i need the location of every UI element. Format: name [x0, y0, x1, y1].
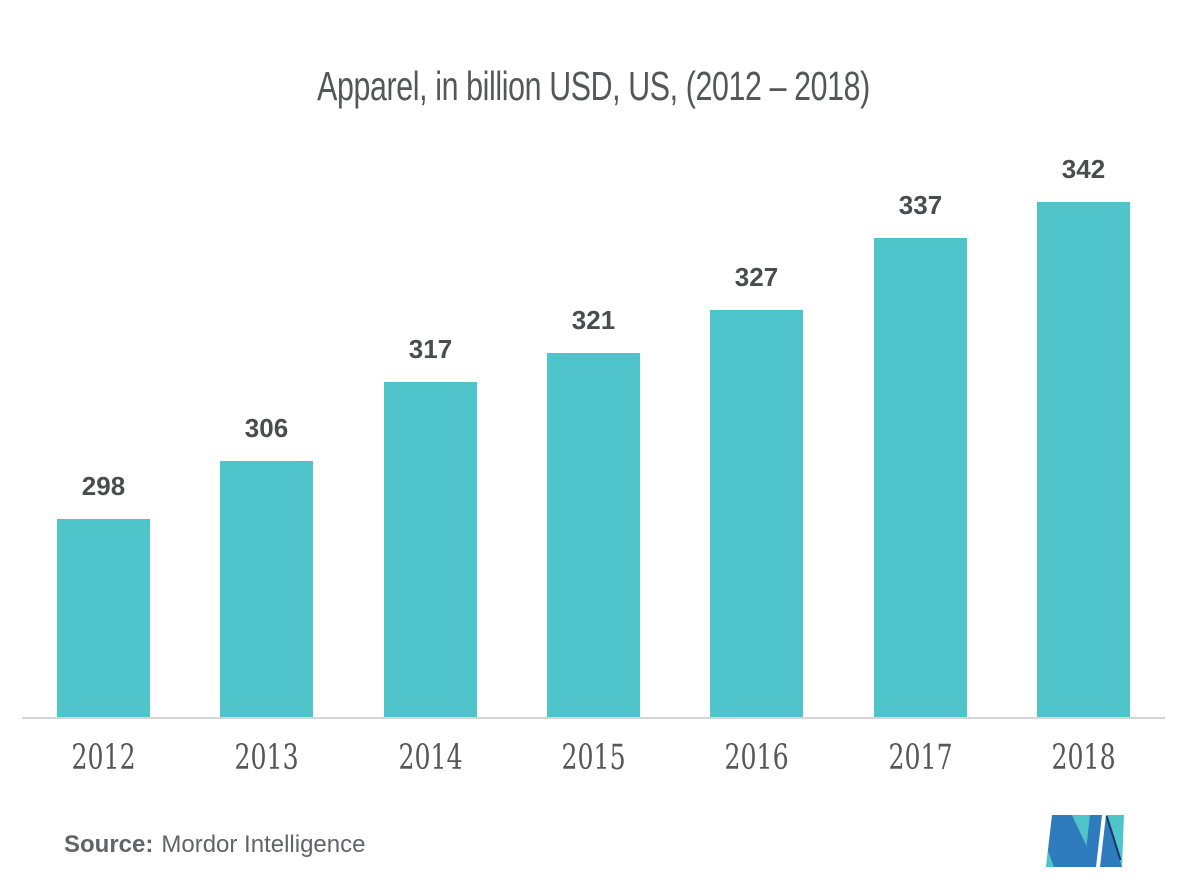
logo-i-navy-accent — [1105, 815, 1122, 861]
bar — [220, 461, 313, 717]
source-label: Source: — [64, 831, 154, 858]
logo-m-teal-bottom-triangle — [1046, 851, 1054, 867]
x-tick-label: 2014 — [398, 738, 463, 778]
bar — [547, 353, 640, 717]
bar-value-label: 306 — [244, 413, 289, 443]
chart-title: Apparel, in billion USD, US, (2012 – 201… — [0, 62, 1187, 110]
bar-value-label: 327 — [734, 262, 779, 292]
chart-title-text: Apparel, in billion USD, US, (2012 – 201… — [317, 63, 870, 109]
x-tick-label: 2012 — [71, 738, 136, 778]
x-tick-label: 2015 — [561, 738, 626, 778]
logo-m-blue-shape — [1046, 815, 1102, 867]
source-note: Source: Mordor Intelligence — [64, 831, 365, 859]
x-axis-line — [22, 717, 1165, 719]
bar — [57, 519, 150, 717]
x-tick-label: 2018 — [1051, 738, 1116, 778]
logo-i-blue-triangle — [1100, 815, 1122, 867]
bar — [874, 238, 967, 717]
bar-value-label: 317 — [408, 334, 453, 364]
bar-value-label: 342 — [1061, 154, 1106, 184]
x-tick-label: 2017 — [888, 738, 953, 778]
source-name: Mordor Intelligence — [161, 831, 366, 858]
bar-value-label: 337 — [898, 190, 943, 220]
bar — [1037, 202, 1130, 717]
bar-value-label: 321 — [571, 305, 616, 335]
bar-value-label: 298 — [81, 471, 126, 501]
logo-m-teal-top-triangle — [1072, 815, 1090, 846]
x-tick-label: 2016 — [724, 738, 789, 778]
bar — [710, 310, 803, 717]
x-tick-label: 2013 — [234, 738, 299, 778]
mordor-intelligence-logo — [1046, 815, 1124, 867]
bar — [384, 382, 477, 717]
